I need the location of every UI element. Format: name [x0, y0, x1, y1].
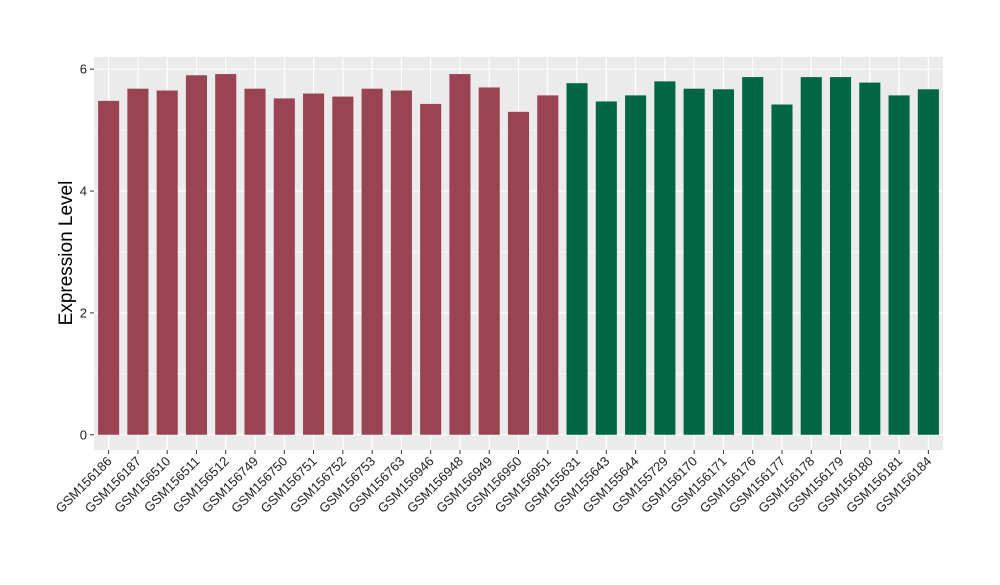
bar-GSM156187 — [127, 88, 149, 435]
bar-GSM156753 — [361, 88, 383, 435]
bar-GSM156178 — [800, 77, 822, 435]
bar-GSM156951 — [537, 95, 559, 435]
bar-GSM156751 — [303, 93, 325, 435]
bar-GSM156186 — [98, 100, 120, 435]
bar-GSM156752 — [332, 96, 354, 435]
bar-GSM156512 — [215, 74, 237, 435]
bar-GSM156950 — [507, 111, 530, 435]
bar-GSM156763 — [390, 90, 412, 435]
bar-GSM156946 — [420, 103, 442, 435]
y-axis: 0 2 4 6 — [80, 62, 94, 442]
bar-GSM156176 — [742, 77, 764, 435]
bar-GSM156511 — [185, 75, 208, 435]
bar-GSM156179 — [829, 77, 852, 435]
x-axis: GSM156186GSM156187GSM156510GSM156511GSM1… — [53, 450, 934, 516]
bar-GSM156948 — [449, 74, 471, 435]
bar-GSM155631 — [566, 83, 588, 435]
y-tick-label: 0 — [80, 427, 87, 442]
y-tick-label: 4 — [80, 184, 87, 199]
y-tick-label: 6 — [80, 62, 87, 77]
bar-GSM156180 — [859, 82, 881, 435]
bar-GSM156749 — [244, 88, 266, 435]
bar-GSM156184 — [917, 89, 939, 435]
bar-GSM155643 — [595, 101, 617, 435]
bar-GSM156949 — [478, 87, 500, 435]
bar-GSM156171 — [712, 89, 734, 435]
bar-GSM156750 — [273, 98, 295, 435]
y-tick-label: 2 — [80, 305, 87, 320]
bar-GSM156170 — [683, 88, 705, 435]
y-axis-label: Expression Level — [56, 181, 77, 326]
bar-GSM155729 — [654, 81, 676, 435]
bar-GSM156510 — [156, 90, 178, 435]
bar-GSM156177 — [771, 104, 793, 435]
bar-GSM156181 — [888, 95, 910, 435]
bar-GSM155644 — [625, 95, 647, 435]
bars — [98, 74, 939, 435]
